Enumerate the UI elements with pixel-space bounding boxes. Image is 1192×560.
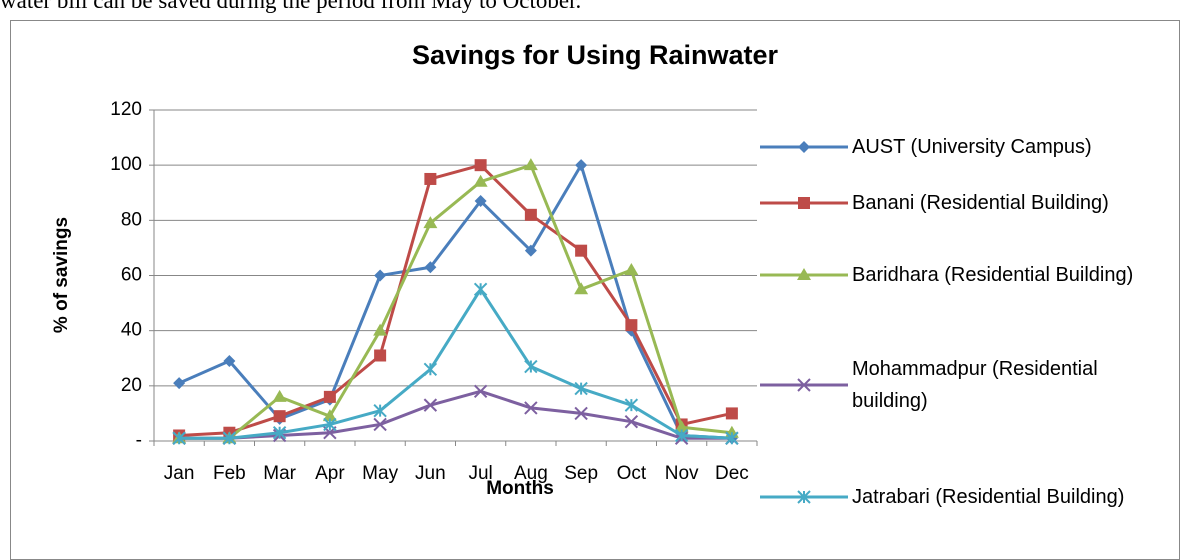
point — [373, 417, 387, 432]
point — [223, 355, 236, 368]
point — [473, 384, 488, 399]
y-tick-label: 80 — [121, 209, 142, 230]
point — [575, 244, 588, 257]
point — [524, 359, 538, 374]
point — [322, 409, 337, 422]
point — [323, 417, 337, 432]
x-tick-label: Mar — [263, 463, 296, 484]
x-tick-label: Jun — [415, 463, 446, 484]
point — [373, 323, 388, 336]
x-tick-label: Nov — [665, 463, 699, 484]
legend-marker — [798, 197, 810, 209]
point — [523, 158, 538, 171]
point — [725, 407, 738, 420]
point — [624, 398, 639, 412]
point — [574, 282, 589, 295]
x-tick-label: Feb — [213, 463, 246, 484]
legend-label: Mohammadpur (Residential building) — [852, 358, 1098, 412]
y-tick-label: 60 — [121, 265, 142, 286]
point — [624, 262, 639, 275]
y-tick-label: 120 — [110, 99, 142, 120]
legend-label: Banani (Residential Building) — [852, 192, 1109, 214]
point — [473, 174, 488, 187]
y-tick-label: 100 — [110, 154, 142, 175]
point — [173, 377, 186, 390]
legend-label: Baridhara (Residential Building) — [852, 264, 1134, 286]
series-line — [179, 163, 733, 437]
x-axis-label: Months — [486, 478, 554, 499]
y-tick-label: - — [136, 430, 142, 451]
point — [524, 208, 537, 221]
point — [172, 431, 186, 445]
point — [574, 406, 588, 421]
point — [374, 269, 387, 282]
point — [273, 410, 286, 423]
point — [473, 282, 488, 296]
point — [674, 420, 689, 433]
series-line — [179, 163, 733, 440]
legend-label: AUST (University Campus) — [852, 136, 1092, 158]
point — [575, 159, 588, 172]
point — [423, 398, 438, 412]
legend-marker — [797, 268, 811, 280]
point — [624, 414, 639, 429]
point — [272, 426, 287, 440]
legend-label: Jatrabari (Residential Building) — [852, 486, 1125, 508]
point — [374, 349, 387, 362]
series-line — [179, 389, 732, 440]
point — [222, 431, 237, 445]
point — [574, 381, 588, 396]
y-axis-label: % of savings — [51, 217, 72, 333]
x-tick-label: Sep — [564, 463, 598, 484]
x-tick-label: Apr — [315, 463, 345, 484]
x-tick-label: Jul — [468, 463, 492, 484]
x-tick-label: Oct — [617, 463, 647, 484]
chart-title: Savings for Using Rainwater — [412, 40, 779, 70]
legend-marker — [797, 490, 811, 504]
x-tick-label: Dec — [715, 463, 749, 484]
x-tick-label: Jan — [164, 463, 195, 484]
legend-marker — [797, 378, 811, 392]
y-tick-label: 40 — [121, 320, 142, 341]
point — [373, 403, 387, 418]
document-text: water bill can be saved during the perio… — [0, 0, 582, 13]
x-tick-label: Aug — [514, 463, 548, 484]
point — [423, 362, 438, 376]
point — [272, 389, 287, 402]
point — [725, 431, 739, 445]
y-tick-label: 20 — [121, 375, 142, 396]
series-line — [178, 163, 732, 440]
legend-marker — [798, 141, 810, 153]
point — [674, 428, 689, 443]
point — [424, 261, 437, 274]
point — [323, 390, 336, 403]
point — [423, 216, 438, 229]
point — [524, 401, 538, 415]
point — [474, 159, 487, 172]
point — [424, 172, 437, 185]
x-tick-label: May — [362, 463, 398, 484]
point — [625, 319, 638, 332]
series-line — [179, 287, 732, 440]
point — [524, 244, 537, 257]
point — [474, 195, 487, 208]
